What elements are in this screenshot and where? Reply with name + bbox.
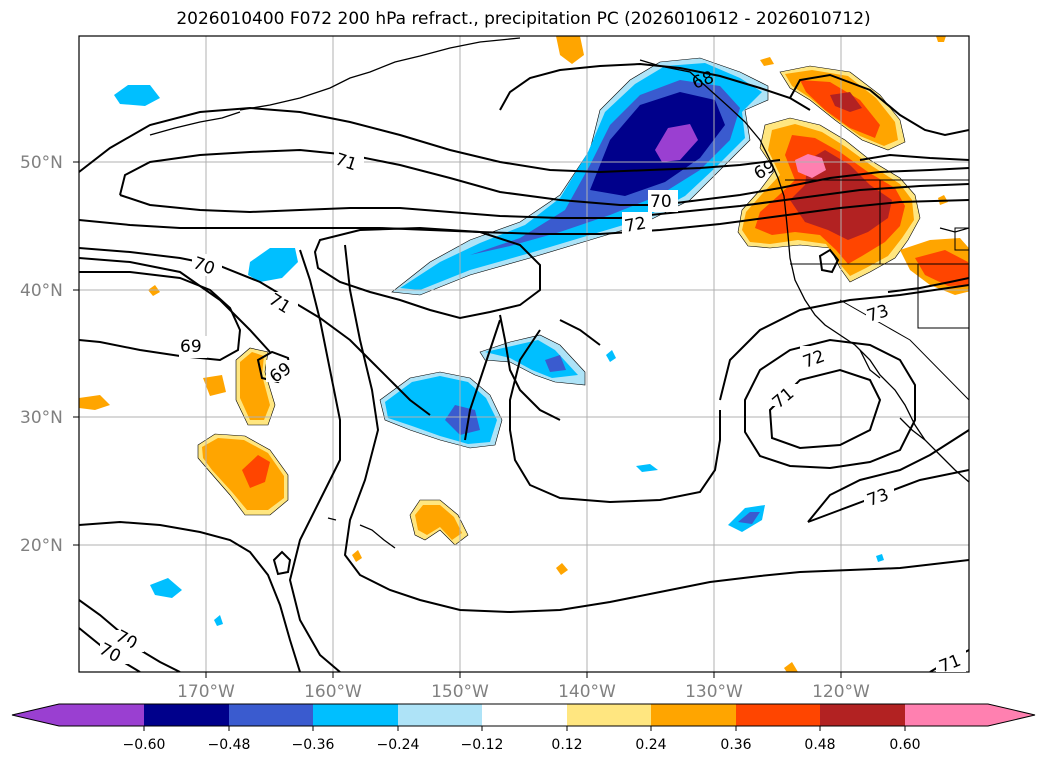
contour-label: 69 xyxy=(180,337,202,357)
colorbar-extend-left xyxy=(12,704,59,726)
axis-ticks xyxy=(73,161,842,678)
lat-label-30n: 30°N xyxy=(20,408,63,428)
colorbar-tick-label: 0.48 xyxy=(804,737,835,753)
colorbar-segment xyxy=(905,704,988,726)
map-title: 2026010400 F072 200 hPa refract., precip… xyxy=(176,9,871,29)
colorbar-tick-label: −0.36 xyxy=(292,737,335,753)
lon-label-150w: 150°W xyxy=(431,682,489,702)
colorbar-segment xyxy=(736,704,820,726)
colorbar-tick-label: 0.36 xyxy=(720,737,751,753)
colorbar: −0.60 −0.48 −0.36 −0.24 −0.12 0.12 0.24 … xyxy=(11,703,1036,753)
colorbar-segment xyxy=(144,704,229,726)
colorbar-segment xyxy=(820,704,905,726)
lat-label-40n: 40°N xyxy=(20,281,63,301)
lon-label-120w: 120°W xyxy=(812,682,870,702)
colorbar-tick-label: −0.60 xyxy=(123,737,166,753)
colorbar-tick-label: −0.24 xyxy=(377,737,420,753)
graticule xyxy=(79,36,969,672)
colorbar-segment xyxy=(229,704,313,726)
lon-label-140w: 140°W xyxy=(558,682,616,702)
map-border xyxy=(78,35,970,673)
coastlines xyxy=(149,37,969,549)
colorbar-segment xyxy=(651,704,736,726)
lon-label-170w: 170°W xyxy=(177,682,235,702)
colorbar-tick-label: −0.48 xyxy=(208,737,251,753)
negative-anomaly-band xyxy=(391,57,769,296)
colorbar-segment xyxy=(313,704,398,726)
contour-label: 70 xyxy=(650,192,672,212)
colorbar-tick-label: 0.24 xyxy=(635,737,666,753)
longitude-labels: 170°W 160°W 150°W 140°W 130°W 120°W xyxy=(177,682,870,702)
colorbar-tick-label: −0.12 xyxy=(461,737,504,753)
colorbar-extend-right xyxy=(988,704,1035,726)
colorbar-segment xyxy=(567,704,651,726)
lon-label-160w: 160°W xyxy=(304,682,362,702)
colorbar-segment xyxy=(482,704,567,726)
colorbar-tick-label: 0.12 xyxy=(551,737,582,753)
positive-anomaly-central xyxy=(79,36,948,672)
colorbar-segment xyxy=(398,704,482,726)
contour-label: 72 xyxy=(623,213,648,236)
colorbar-tick-label: 0.60 xyxy=(889,737,920,753)
lon-label-130w: 130°W xyxy=(685,682,743,702)
colorbar-segment xyxy=(59,704,144,726)
lat-label-50n: 50°N xyxy=(20,153,63,173)
lat-label-20n: 20°N xyxy=(20,536,63,556)
latitude-labels: 50°N 40°N 30°N 20°N xyxy=(20,153,63,556)
